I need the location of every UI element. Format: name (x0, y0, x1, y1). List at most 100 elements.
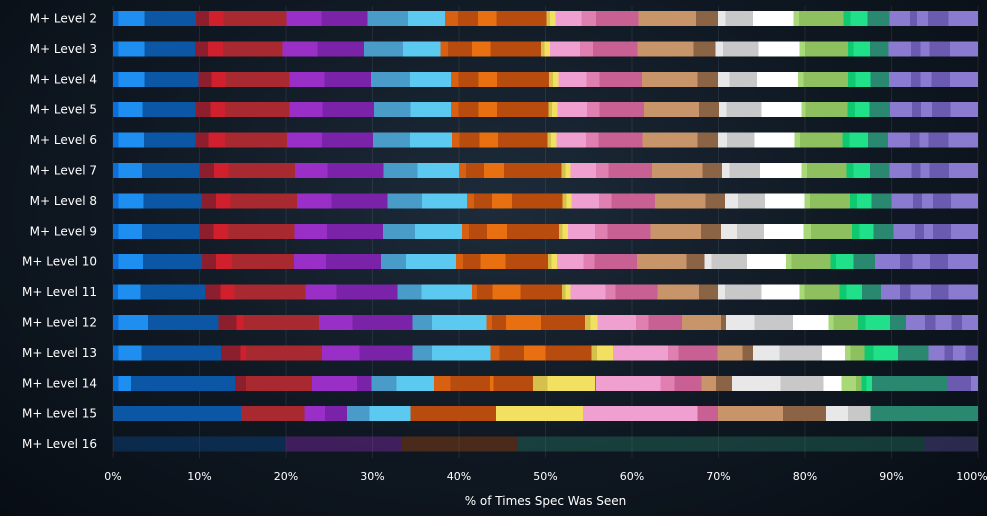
bar-segment[interactable] (674, 375, 702, 391)
bar-segment[interactable] (282, 41, 318, 57)
bar-segment[interactable] (861, 284, 881, 300)
bar-segment[interactable] (478, 102, 497, 118)
bar-segment[interactable] (754, 132, 795, 148)
bar-segment[interactable] (911, 163, 921, 178)
bar-segment[interactable] (598, 193, 612, 209)
bar-segment[interactable] (215, 193, 231, 209)
bar-segment[interactable] (925, 315, 936, 330)
bar-segment[interactable] (917, 11, 929, 26)
bar-segment[interactable] (912, 254, 931, 270)
bar-segment[interactable] (565, 284, 571, 300)
bar-segment[interactable] (551, 254, 558, 270)
bar-segment[interactable] (803, 223, 811, 239)
bar-segment[interactable] (805, 102, 848, 118)
bar-segment[interactable] (218, 315, 237, 330)
bar-segment[interactable] (286, 436, 402, 452)
bar-segment[interactable] (547, 375, 596, 391)
bar-segment[interactable] (585, 132, 599, 148)
bar-segment[interactable] (410, 406, 474, 422)
bar-segment[interactable] (642, 71, 698, 87)
bar-segment[interactable] (667, 345, 679, 361)
bar-segment[interactable] (490, 41, 541, 57)
bar-segment[interactable] (289, 102, 323, 118)
bar-segment[interactable] (874, 254, 900, 270)
bar-segment[interactable] (752, 11, 794, 26)
bar-segment[interactable] (810, 223, 853, 239)
bar-segment[interactable] (118, 102, 143, 118)
bar-segment[interactable] (144, 132, 196, 148)
bar-segment[interactable] (450, 375, 490, 391)
bar-segment[interactable] (113, 163, 119, 178)
bar-segment[interactable] (327, 163, 384, 178)
bar-segment[interactable] (118, 284, 141, 300)
bar-segment[interactable] (434, 375, 451, 391)
bar-segment[interactable] (236, 315, 244, 330)
bar-segment[interactable] (697, 71, 719, 87)
bar-segment[interactable] (935, 315, 952, 330)
bar-segment[interactable] (462, 254, 481, 270)
bar-segment[interactable] (800, 132, 843, 148)
bar-segment[interactable] (579, 41, 593, 57)
bar-segment[interactable] (858, 315, 866, 330)
bar-segment[interactable] (695, 11, 718, 26)
bar-segment[interactable] (929, 41, 951, 57)
bar-segment[interactable] (889, 11, 910, 26)
bar-segment[interactable] (686, 254, 705, 270)
bar-segment[interactable] (144, 71, 199, 87)
bar-segment[interactable] (865, 315, 890, 330)
bar-segment[interactable] (920, 163, 930, 178)
bar-segment[interactable] (461, 223, 470, 239)
bar-segment[interactable] (474, 193, 493, 209)
bar-segment[interactable] (557, 102, 587, 118)
bar-segment[interactable] (444, 11, 458, 26)
bar-segment[interactable] (458, 102, 479, 118)
bar-segment[interactable] (867, 11, 890, 26)
bar-segment[interactable] (547, 132, 551, 148)
bar-segment[interactable] (757, 71, 798, 87)
bar-segment[interactable] (693, 41, 716, 57)
bar-segment[interactable] (228, 163, 296, 178)
bar-segment[interactable] (717, 11, 726, 26)
bar-segment[interactable] (224, 132, 288, 148)
bar-segment[interactable] (369, 406, 411, 422)
bar-segment[interactable] (948, 11, 978, 26)
bar-segment[interactable] (889, 102, 912, 118)
bar-segment[interactable] (130, 375, 236, 391)
bar-segment[interactable] (469, 223, 488, 239)
bar-segment[interactable] (140, 284, 205, 300)
bar-segment[interactable] (911, 102, 922, 118)
bar-segment[interactable] (586, 102, 600, 118)
bar-segment[interactable] (717, 284, 725, 300)
bar-segment[interactable] (583, 406, 698, 422)
bar-segment[interactable] (780, 375, 824, 391)
bar-segment[interactable] (113, 284, 119, 300)
bar-segment[interactable] (849, 193, 857, 209)
bar-segment[interactable] (720, 315, 727, 330)
bar-segment[interactable] (853, 41, 871, 57)
bar-segment[interactable] (497, 132, 548, 148)
bar-segment[interactable] (213, 163, 229, 178)
bar-segment[interactable] (245, 345, 323, 361)
bar-segment[interactable] (304, 406, 325, 422)
bar-segment[interactable] (297, 193, 332, 209)
bar-segment[interactable] (711, 254, 748, 270)
bar-segment[interactable] (931, 71, 951, 87)
bar-segment[interactable] (847, 41, 854, 57)
bar-segment[interactable] (486, 315, 492, 330)
bar-segment[interactable] (611, 193, 655, 209)
bar-segment[interactable] (382, 223, 416, 239)
bar-segment[interactable] (893, 223, 916, 239)
bar-segment[interactable] (557, 254, 584, 270)
bar-segment[interactable] (830, 254, 836, 270)
bar-segment[interactable] (195, 132, 209, 148)
bar-segment[interactable] (823, 375, 842, 391)
bar-segment[interactable] (497, 71, 550, 87)
bar-segment[interactable] (605, 284, 616, 300)
bar-segment[interactable] (909, 11, 918, 26)
bar-segment[interactable] (701, 223, 721, 239)
bar-segment[interactable] (799, 11, 844, 26)
bar-segment[interactable] (715, 375, 733, 391)
bar-segment[interactable] (549, 71, 553, 87)
bar-segment[interactable] (113, 254, 119, 270)
bar-segment[interactable] (295, 163, 328, 178)
